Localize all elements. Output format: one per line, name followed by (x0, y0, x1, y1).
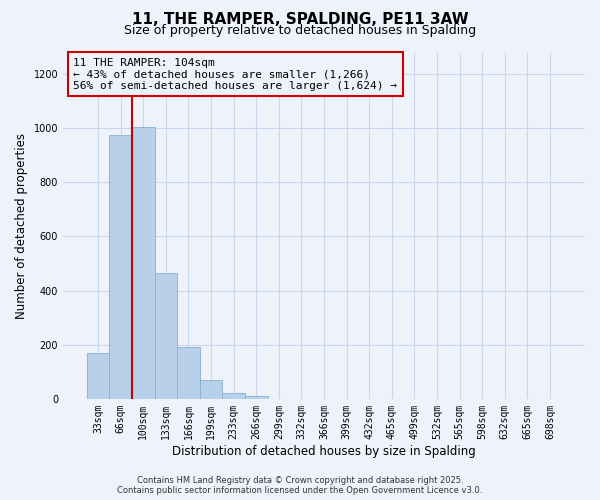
Bar (245, 396, 268, 399)
Bar (155, 273, 177, 399)
Text: Size of property relative to detached houses in Spalding: Size of property relative to detached ho… (124, 24, 476, 37)
Bar (200, 380, 223, 399)
Bar (132, 127, 155, 399)
Bar (223, 393, 245, 399)
X-axis label: Distribution of detached houses by size in Spalding: Distribution of detached houses by size … (172, 444, 476, 458)
Bar (177, 348, 200, 399)
Bar (87, 353, 109, 399)
Text: 11 THE RAMPER: 104sqm
← 43% of detached houses are smaller (1,266)
56% of semi-d: 11 THE RAMPER: 104sqm ← 43% of detached … (73, 58, 397, 91)
Bar (109, 135, 132, 399)
Text: 11, THE RAMPER, SPALDING, PE11 3AW: 11, THE RAMPER, SPALDING, PE11 3AW (131, 12, 469, 28)
Y-axis label: Number of detached properties: Number of detached properties (15, 132, 28, 318)
Text: Contains HM Land Registry data © Crown copyright and database right 2025.
Contai: Contains HM Land Registry data © Crown c… (118, 476, 482, 495)
